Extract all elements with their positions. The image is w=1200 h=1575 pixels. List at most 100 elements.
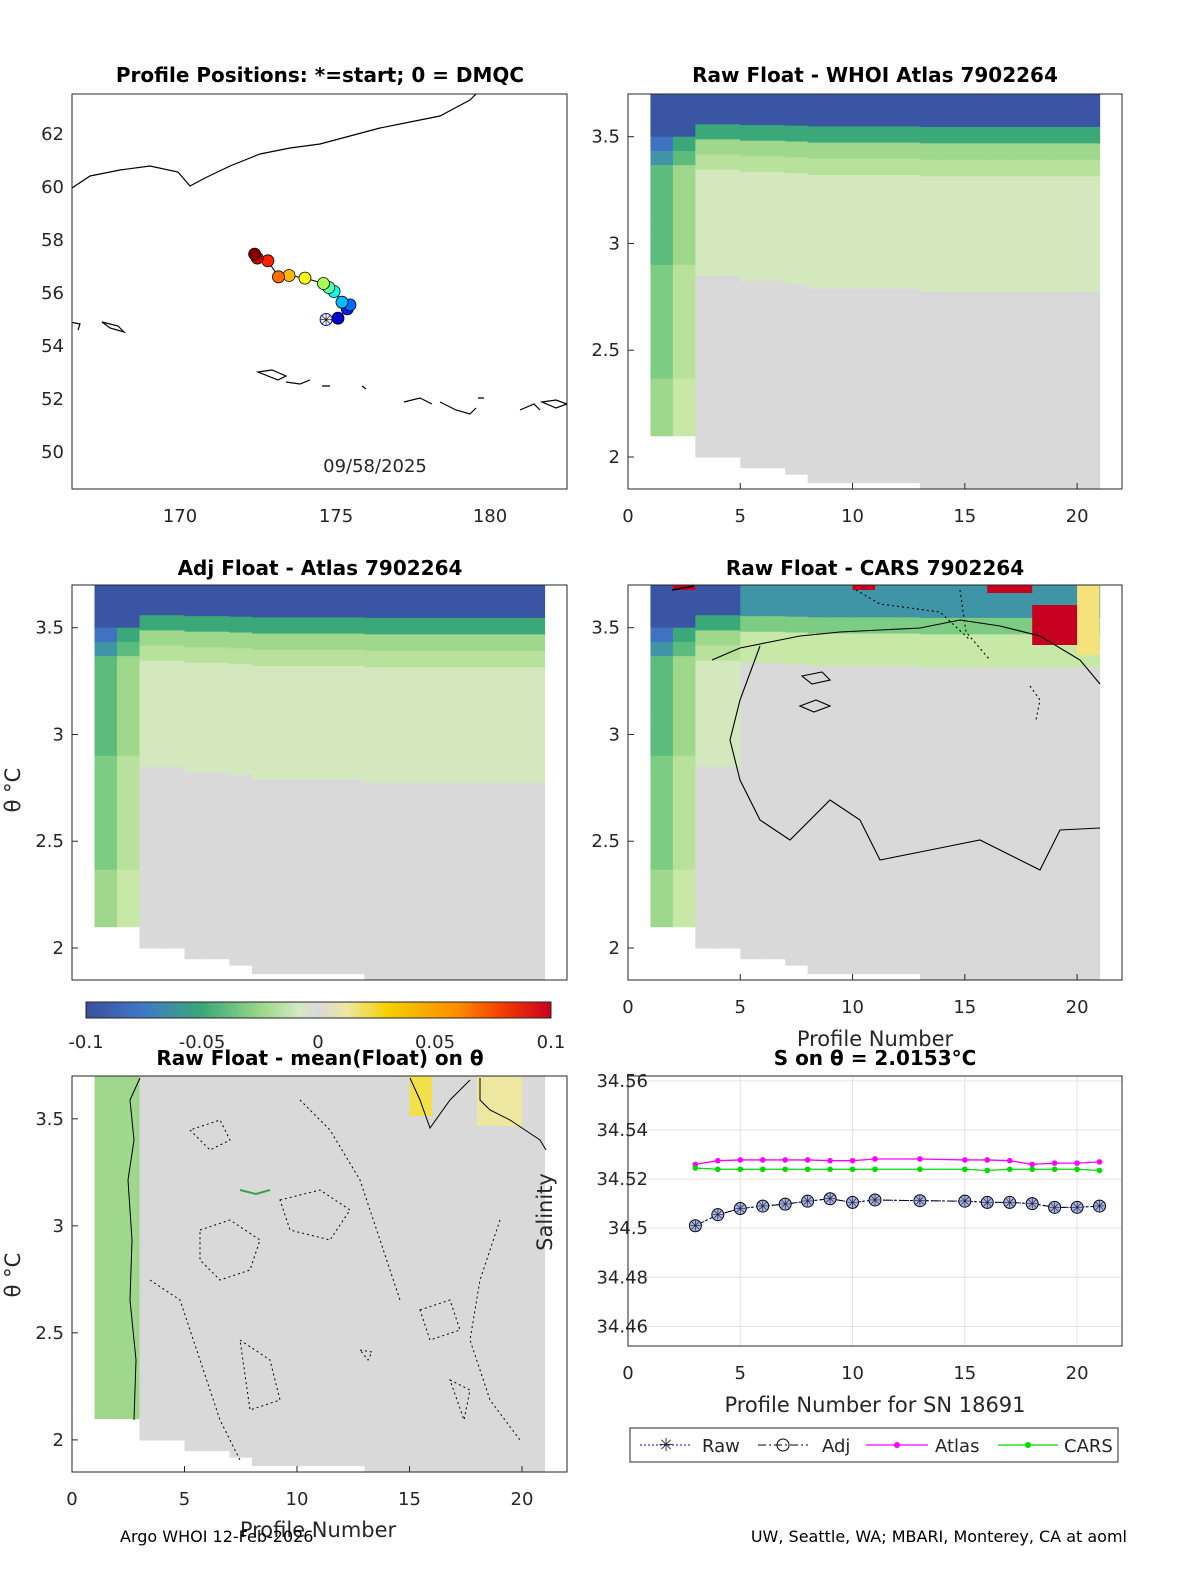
heatmap-cell (1009, 209, 1033, 227)
heatmap-cell (274, 698, 298, 716)
heatmap-cell (897, 941, 921, 959)
heatmap-cell (184, 943, 208, 960)
raw-cars-title: Raw Float - CARS 7902264 (726, 556, 1024, 580)
heatmap-cell (1009, 897, 1033, 915)
adj-point (823, 1192, 837, 1206)
heatmap-cell (162, 1288, 186, 1305)
heatmap-cell (499, 749, 523, 767)
cars-point (849, 1166, 856, 1173)
heatmap-cell (650, 150, 674, 166)
heatmap-cell (364, 601, 388, 619)
heatmap-cell (162, 826, 186, 843)
heatmap-cell (207, 1294, 231, 1311)
x-tick-label: 15 (953, 1363, 976, 1384)
heatmap-cell (964, 733, 988, 751)
heatmap-cell (830, 601, 854, 618)
heatmap-cell (875, 876, 899, 894)
heatmap-cell (162, 781, 186, 798)
heatmap-cell (454, 1241, 478, 1259)
heatmap-cell (672, 407, 696, 422)
heatmap-cell (94, 826, 118, 842)
heatmap-cell (762, 647, 786, 664)
heatmap-cell (117, 1190, 141, 1206)
adj-point (756, 1199, 770, 1213)
heatmap-cell (477, 881, 501, 899)
heatmap-cell (184, 1247, 208, 1264)
legend-cars-label: CARS (1064, 1436, 1113, 1457)
heatmap-cell (830, 450, 854, 468)
heatmap-cell (987, 815, 1011, 833)
heatmap-cell (942, 439, 966, 457)
heatmap-cell (522, 1455, 546, 1473)
heatmap-cell (454, 585, 478, 603)
heatmap-cell (830, 925, 854, 942)
heatmap-cell (762, 834, 786, 851)
heatmap-cell (919, 831, 943, 849)
heatmap-cell (762, 280, 786, 297)
heatmap-cell (875, 698, 899, 716)
heatmap-cell (987, 766, 1011, 784)
heatmap-cell (229, 600, 253, 618)
heatmap-cell (117, 1347, 141, 1363)
heatmap-cell (964, 472, 988, 490)
heatmap-cell (740, 896, 764, 913)
heatmap-cell (139, 1166, 163, 1183)
heatmap-cell (762, 771, 786, 788)
atlas-point (1074, 1160, 1080, 1166)
heatmap-cell (409, 1389, 433, 1407)
heatmap-cell (499, 1142, 523, 1160)
heatmap-cell (297, 1076, 321, 1093)
heatmap-cell (387, 815, 411, 833)
heatmap-cell (717, 214, 741, 231)
heatmap-cell (387, 683, 411, 701)
heatmap-cell (454, 749, 478, 767)
heatmap-cell (319, 617, 343, 635)
heatmap-cell (942, 126, 966, 144)
heatmap-cell (740, 296, 764, 313)
heatmap-cell (364, 766, 388, 784)
heatmap-cell (454, 1109, 478, 1127)
heatmap-cell (139, 721, 163, 737)
heatmap-cell (942, 340, 966, 358)
heatmap-cell (695, 260, 719, 277)
y-tick-label: 34.5 (608, 1218, 648, 1239)
heatmap-cell (139, 902, 163, 919)
heatmap-cell (942, 683, 966, 701)
heatmap-cell (1077, 864, 1101, 882)
heatmap-cell (454, 1125, 478, 1143)
heatmap-cell (762, 452, 786, 469)
heatmap-cell (409, 1076, 432, 1116)
heatmap-cell (229, 664, 253, 681)
heatmap-cell (875, 434, 899, 451)
heatmap-cell (942, 634, 966, 652)
heatmap-cell (830, 223, 854, 241)
heatmap-cell (319, 1400, 343, 1418)
heatmap-cell (342, 1433, 366, 1450)
atlas-point (1051, 1160, 1058, 1166)
heatmap-cell (852, 957, 876, 975)
heatmap-cell (364, 585, 388, 603)
heatmap-cell (942, 798, 966, 817)
heatmap-cell (94, 641, 118, 657)
heatmap-cell (184, 1263, 208, 1280)
heatmap-cell (919, 947, 943, 965)
heatmap-cell (319, 665, 343, 683)
heatmap-cell (94, 613, 118, 629)
heatmap-cell (207, 616, 231, 633)
heatmap-cell (672, 770, 696, 785)
heatmap-cell (830, 207, 854, 225)
heatmap-cell (499, 1175, 523, 1193)
heatmap-cell (650, 279, 674, 294)
heatmap-cell (1077, 963, 1101, 981)
heatmap-cell (875, 110, 899, 127)
heatmap-cell (184, 787, 208, 804)
heatmap-cell (807, 94, 831, 111)
heatmap-cell (184, 1419, 208, 1436)
heatmap-cell (207, 1372, 231, 1389)
heatmap-cell (1009, 831, 1033, 849)
heatmap-cell (785, 743, 809, 760)
salinity-legend: ✳ Raw Adj Atlas CARS (629, 1427, 1119, 1463)
heatmap-cell (672, 378, 696, 394)
heatmap-cell (409, 733, 433, 751)
heatmap-cell (409, 1158, 433, 1176)
